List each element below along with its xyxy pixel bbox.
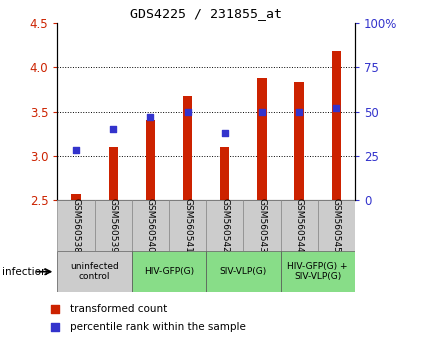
Point <box>296 109 303 114</box>
Text: percentile rank within the sample: percentile rank within the sample <box>70 322 246 332</box>
Text: SIV-VLP(G): SIV-VLP(G) <box>220 267 267 276</box>
Bar <box>280 200 317 251</box>
Bar <box>71 194 81 200</box>
Bar <box>295 82 304 200</box>
Bar <box>146 120 155 200</box>
Bar <box>206 200 243 251</box>
Bar <box>183 96 192 200</box>
Point <box>51 324 58 330</box>
Text: GSM560544: GSM560544 <box>295 198 303 253</box>
Point <box>147 114 154 120</box>
Point <box>184 109 191 114</box>
Point <box>73 148 79 153</box>
Point <box>110 126 116 132</box>
Bar <box>57 251 132 292</box>
Bar <box>332 51 341 200</box>
Bar <box>57 200 94 251</box>
Bar <box>169 200 206 251</box>
Title: GDS4225 / 231855_at: GDS4225 / 231855_at <box>130 7 282 21</box>
Text: GSM560541: GSM560541 <box>183 198 192 253</box>
Bar <box>94 200 132 251</box>
Text: GSM560540: GSM560540 <box>146 198 155 253</box>
Text: HIV-GFP(G): HIV-GFP(G) <box>144 267 194 276</box>
Bar <box>280 251 355 292</box>
Bar <box>206 251 280 292</box>
Point <box>258 109 265 114</box>
Text: GSM560539: GSM560539 <box>109 198 118 253</box>
Point <box>51 306 58 312</box>
Text: GSM560538: GSM560538 <box>71 198 80 253</box>
Bar <box>257 78 266 200</box>
Text: GSM560543: GSM560543 <box>258 198 266 253</box>
Bar <box>132 200 169 251</box>
Point <box>221 130 228 136</box>
Bar <box>220 147 230 200</box>
Text: infection: infection <box>2 267 48 277</box>
Bar <box>132 251 206 292</box>
Text: uninfected
control: uninfected control <box>70 262 119 281</box>
Bar <box>317 200 355 251</box>
Text: GSM560542: GSM560542 <box>220 198 229 253</box>
Bar <box>108 147 118 200</box>
Text: transformed count: transformed count <box>70 304 167 314</box>
Bar <box>243 200 280 251</box>
Text: GSM560545: GSM560545 <box>332 198 341 253</box>
Text: HIV-GFP(G) +
SIV-VLP(G): HIV-GFP(G) + SIV-VLP(G) <box>287 262 348 281</box>
Point <box>333 105 340 111</box>
